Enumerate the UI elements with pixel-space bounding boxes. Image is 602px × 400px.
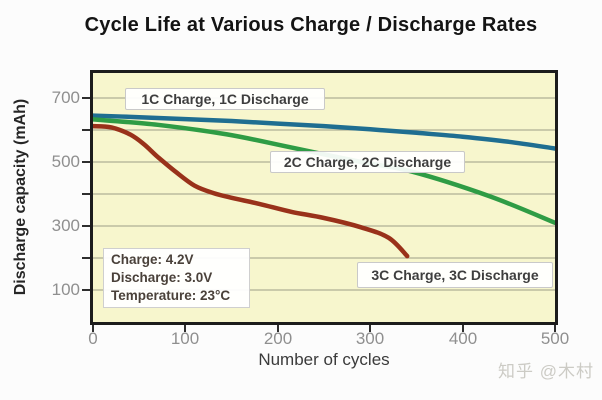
series-label-1c: 1C Charge, 1C Discharge — [125, 88, 325, 110]
x-tick-label: 400 — [448, 329, 478, 348]
series-label-3c: 3C Charge, 3C Discharge — [357, 262, 553, 288]
chart-title: Cycle Life at Various Charge / Discharge… — [84, 14, 538, 36]
x-tick — [277, 325, 279, 332]
y-tick-label: 100 — [51, 280, 80, 299]
annotation-charge: Charge: 4.2V — [111, 252, 194, 267]
y-tick — [82, 97, 90, 99]
x-tick — [462, 325, 464, 332]
y-tick-label: 300 — [51, 216, 80, 235]
plot-area: 1C Charge, 1C Discharge 2C Charge, 2C Di… — [90, 70, 558, 325]
x-tick — [184, 325, 186, 332]
y-tick — [82, 289, 90, 291]
series-path-1c — [93, 113, 555, 151]
x-tick-label: 0 — [88, 329, 98, 348]
x-tick-label: 200 — [263, 329, 293, 348]
x-axis-title: Number of cycles — [258, 350, 390, 369]
series-path-3c — [93, 123, 410, 259]
annotation-temperature: Temperature: 23°C — [111, 288, 231, 303]
y-axis-title: Discharge capacity (mAh) — [12, 98, 29, 296]
x-tick-label: 500 — [540, 329, 570, 348]
x-tick-label: 100 — [170, 329, 200, 348]
y-tick-label: 700 — [51, 88, 80, 107]
test-conditions-box: Charge: 4.2V Discharge: 3.0V Temperature… — [103, 248, 250, 308]
y-tick — [82, 161, 90, 163]
y-tick — [82, 225, 90, 227]
y-tick — [82, 129, 90, 131]
series-label-2c: 2C Charge, 2C Discharge — [270, 151, 465, 173]
watermark: 知乎 @木村 — [498, 362, 594, 381]
y-tick — [82, 193, 90, 195]
y-tick-label: 500 — [51, 152, 80, 171]
x-tick — [554, 325, 556, 332]
x-tick — [369, 325, 371, 332]
x-tick — [92, 325, 94, 332]
y-tick — [82, 257, 90, 259]
x-tick-label: 300 — [355, 329, 385, 348]
annotation-discharge: Discharge: 3.0V — [111, 270, 213, 285]
